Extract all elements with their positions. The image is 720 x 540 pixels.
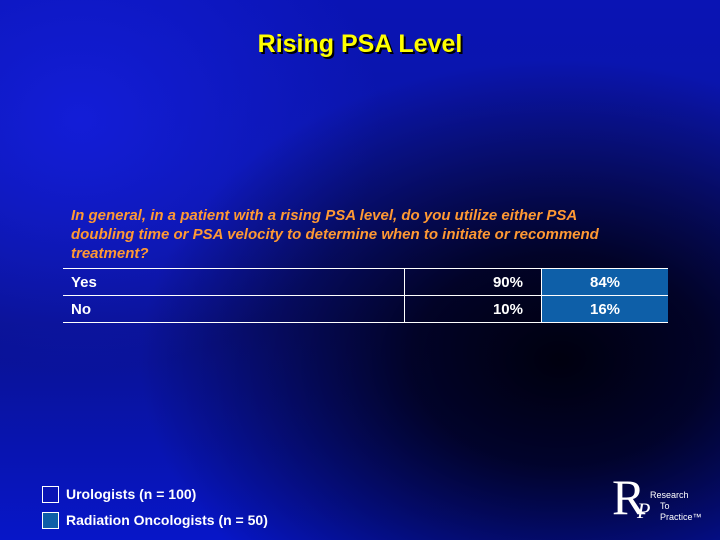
research-to-practice-logo: R P Research To Practice™ — [612, 472, 712, 528]
logo-line-1: Research — [650, 490, 689, 500]
urologists-swatch — [42, 485, 59, 503]
radiation-oncologists-value: 84% — [541, 268, 668, 296]
logo-mark-r: R — [612, 469, 646, 525]
survey-question: In general, in a patient with a rising P… — [71, 207, 599, 262]
row-label: No — [63, 295, 405, 323]
legend: Urologists (n = 100) Radiation Oncologis… — [42, 481, 268, 533]
row-label: Yes — [63, 268, 405, 296]
table-row: Yes 90% 84% — [63, 268, 668, 296]
urologists-value: 10% — [404, 295, 542, 323]
legend-label: Radiation Oncologists (n = 50) — [66, 512, 268, 528]
slide-title: Rising PSA Level — [257, 30, 463, 58]
table-row: No 10% 16% — [63, 295, 668, 323]
logo-line-2: To Practice™ — [660, 501, 702, 522]
logo-mark-p: P — [637, 498, 651, 523]
legend-item-urologists: Urologists (n = 100) — [42, 481, 268, 507]
urologists-value: 90% — [404, 268, 542, 296]
radiation-oncologists-swatch — [42, 511, 59, 529]
logo-text: Research To Practice™ — [650, 490, 712, 523]
legend-label: Urologists (n = 100) — [66, 486, 197, 502]
legend-item-radiation-oncologists: Radiation Oncologists (n = 50) — [42, 507, 268, 533]
results-table: Yes 90% 84% No 10% 16% — [63, 268, 668, 323]
radiation-oncologists-value: 16% — [541, 295, 668, 323]
